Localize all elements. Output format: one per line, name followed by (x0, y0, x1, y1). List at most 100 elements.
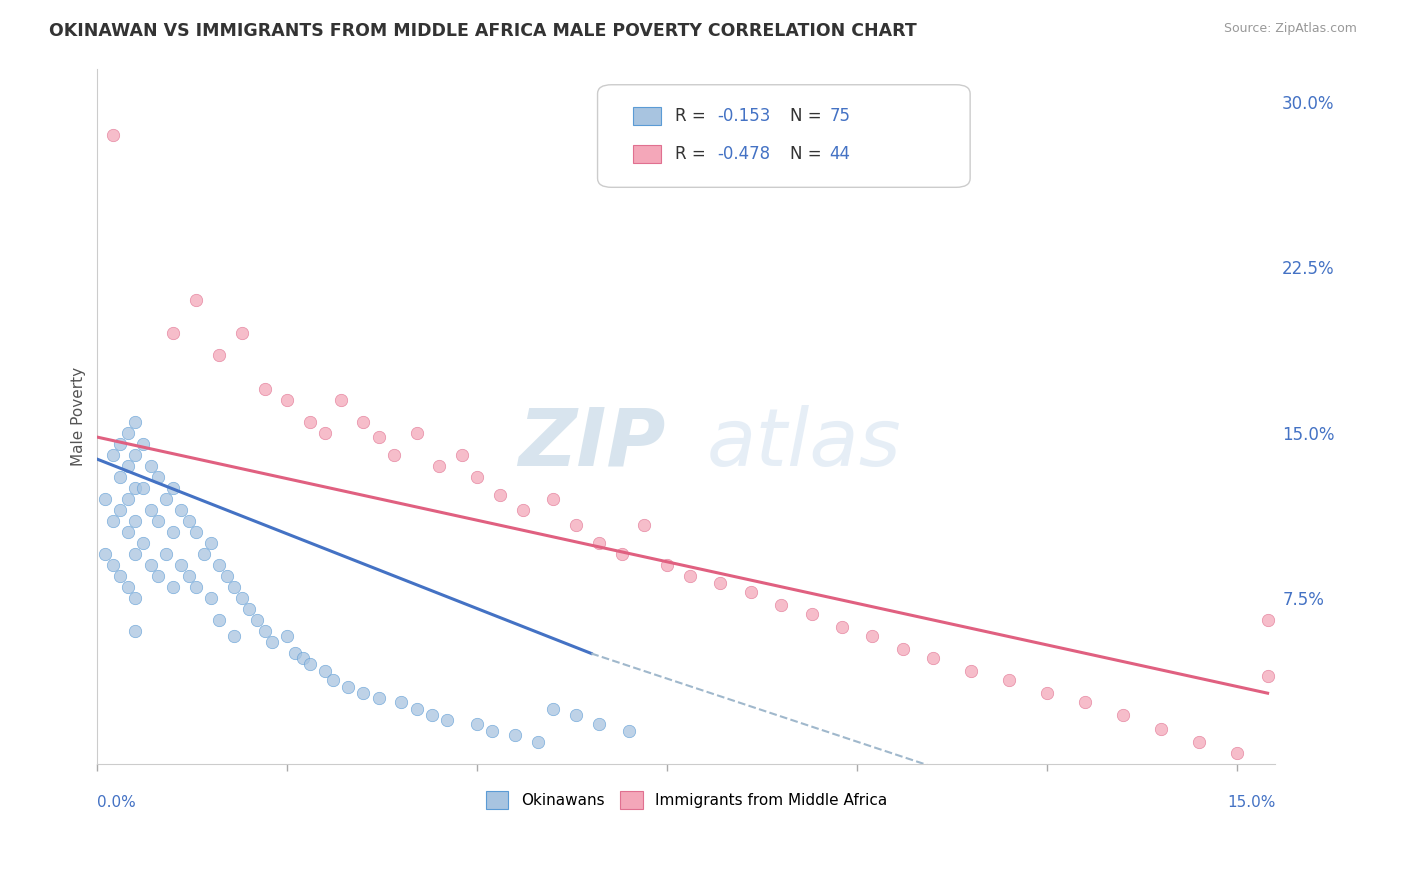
Point (101, 128, 124, 142)
Point (610, 547, 633, 561)
Point (503, 728, 526, 742)
Point (679, 569, 702, 583)
Point (1150, 722, 1173, 736)
Point (124, 547, 146, 561)
Point (155, 547, 177, 561)
Point (162, 580, 184, 594)
Point (291, 651, 314, 665)
Point (922, 651, 945, 665)
Point (170, 503, 193, 517)
Point (299, 657, 322, 672)
Point (108, 569, 131, 583)
Point (862, 629, 884, 643)
Point (960, 664, 983, 678)
Text: R =: R = (675, 145, 711, 163)
Text: N =: N = (790, 145, 827, 163)
Point (276, 392, 298, 407)
Text: 75: 75 (830, 107, 851, 125)
Point (94, 547, 117, 561)
Point (299, 415, 322, 429)
Point (162, 326, 184, 341)
Point (451, 448, 474, 462)
Point (420, 708, 443, 723)
Text: atlas: atlas (707, 405, 901, 483)
Point (481, 723, 503, 738)
Point (132, 436, 155, 450)
Point (405, 425, 427, 440)
Point (132, 536, 155, 550)
Point (1188, 735, 1211, 749)
Point (1257, 613, 1279, 627)
Y-axis label: Male Poverty: Male Poverty (72, 367, 86, 466)
Point (1036, 686, 1059, 700)
Point (186, 580, 208, 594)
Point (314, 664, 336, 678)
Point (101, 448, 124, 462)
Point (208, 558, 231, 573)
Point (831, 620, 853, 634)
Point (565, 708, 588, 723)
Point (588, 536, 610, 550)
Point (352, 415, 374, 429)
Point (139, 503, 162, 517)
Point (124, 514, 146, 528)
Point (436, 713, 458, 727)
Point (314, 425, 336, 440)
Point (740, 584, 762, 599)
Point (117, 524, 139, 539)
Point (146, 470, 169, 484)
Point (101, 514, 124, 528)
Point (208, 613, 231, 627)
Point (117, 458, 139, 473)
Point (565, 518, 588, 533)
Point (117, 491, 139, 506)
Text: Source: ZipAtlas.com: Source: ZipAtlas.com (1223, 22, 1357, 36)
Point (489, 487, 512, 501)
Text: 44: 44 (830, 145, 851, 163)
Point (139, 558, 162, 573)
Point (162, 524, 184, 539)
Point (367, 690, 389, 705)
Point (527, 735, 550, 749)
Text: ZIP: ZIP (519, 405, 665, 483)
Point (427, 458, 450, 473)
Point (389, 695, 412, 709)
Point (124, 415, 146, 429)
Point (367, 430, 389, 444)
Point (253, 382, 276, 396)
Text: -0.153: -0.153 (717, 107, 770, 125)
Point (1226, 746, 1249, 760)
Text: OKINAWAN VS IMMIGRANTS FROM MIDDLE AFRICA MALE POVERTY CORRELATION CHART: OKINAWAN VS IMMIGRANTS FROM MIDDLE AFRIC… (49, 22, 917, 40)
Point (337, 680, 360, 694)
Text: -0.478: -0.478 (717, 145, 770, 163)
Point (101, 558, 124, 573)
Point (177, 514, 200, 528)
Legend: Okinawans, Immigrants from Middle Africa: Okinawans, Immigrants from Middle Africa (479, 784, 893, 815)
Point (124, 448, 146, 462)
Text: N =: N = (790, 107, 827, 125)
Point (231, 326, 253, 341)
Point (253, 624, 276, 639)
Point (382, 448, 405, 462)
Point (352, 686, 374, 700)
Point (186, 293, 208, 308)
Point (162, 481, 184, 495)
Point (1112, 708, 1135, 723)
Point (224, 580, 246, 594)
Point (132, 481, 155, 495)
Point (155, 491, 177, 506)
Point (146, 514, 169, 528)
Point (262, 635, 284, 649)
Point (619, 723, 641, 738)
Text: R =: R = (675, 107, 711, 125)
Point (709, 575, 731, 590)
Point (108, 503, 131, 517)
Point (146, 569, 169, 583)
Point (633, 518, 655, 533)
Point (657, 558, 679, 573)
Point (465, 470, 488, 484)
Point (94, 491, 117, 506)
Point (224, 629, 246, 643)
Point (512, 503, 534, 517)
Point (193, 547, 215, 561)
